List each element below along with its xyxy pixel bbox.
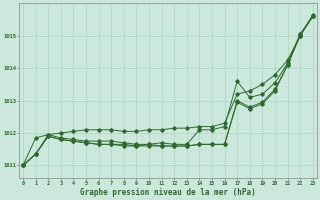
X-axis label: Graphe pression niveau de la mer (hPa): Graphe pression niveau de la mer (hPa)	[80, 188, 256, 197]
